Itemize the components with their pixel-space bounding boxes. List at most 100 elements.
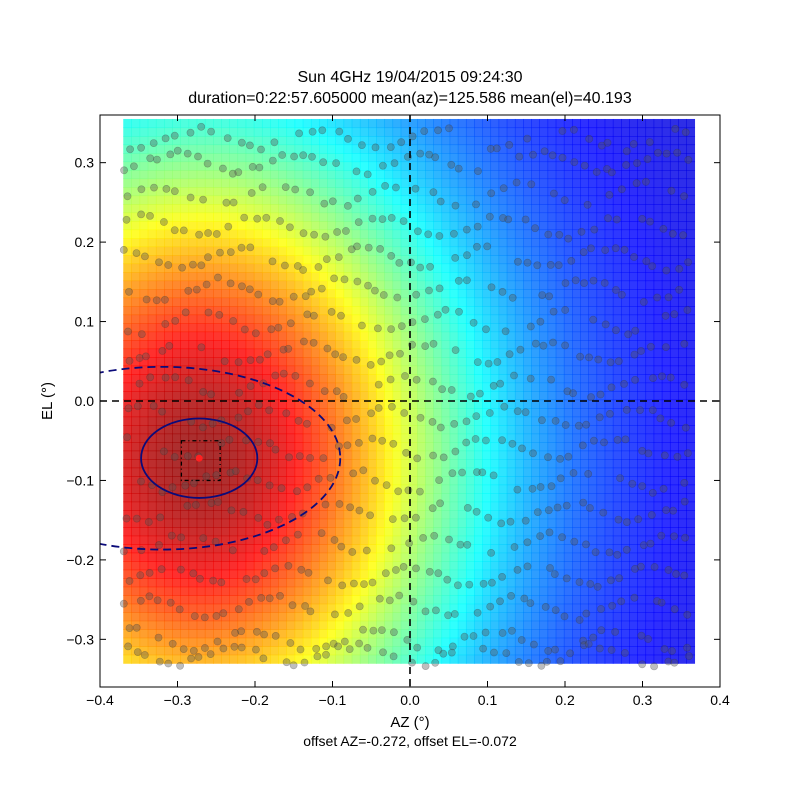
heatmap-cell — [123, 552, 133, 562]
heatmap-cell — [278, 535, 288, 545]
heatmap-cell — [294, 561, 304, 571]
heatmap-cell — [351, 246, 361, 256]
heatmap-cell — [400, 144, 410, 154]
heatmap-cell — [400, 527, 410, 537]
heatmap-cell — [531, 255, 540, 265]
heatmap-cell — [482, 535, 492, 545]
heatmap-cell — [400, 229, 410, 239]
heatmap-cell — [637, 144, 647, 154]
scan-point — [435, 284, 444, 293]
heatmap-cell — [384, 255, 394, 265]
heatmap-cell — [425, 169, 434, 180]
heatmap-cell — [368, 374, 377, 384]
heatmap-cell — [359, 306, 369, 316]
heatmap-cell — [147, 561, 157, 571]
heatmap-cell — [278, 118, 288, 129]
heatmap-cell — [180, 654, 190, 664]
heatmap-cell — [343, 263, 353, 273]
heatmap-cell — [678, 212, 687, 222]
heatmap-cell — [221, 501, 230, 511]
heatmap-cell — [449, 501, 459, 511]
heatmap-cell — [368, 289, 377, 299]
heatmap-cell — [310, 518, 320, 528]
heatmap-cell — [131, 484, 141, 494]
heatmap-cell — [327, 433, 336, 443]
heatmap-cell — [523, 595, 532, 605]
scan-point — [526, 322, 535, 331]
heatmap-cell — [400, 603, 410, 613]
scan-point — [575, 421, 583, 430]
heatmap-cell — [392, 433, 402, 443]
heatmap-cell — [392, 195, 402, 205]
heatmap-cell — [425, 552, 434, 562]
heatmap-cell — [229, 221, 239, 231]
heatmap-cell — [563, 306, 573, 316]
heatmap-cell — [253, 646, 263, 656]
heatmap-cell — [547, 433, 557, 443]
scan-point — [170, 187, 179, 196]
heatmap-cell — [531, 646, 540, 656]
heatmap-cell — [294, 272, 304, 282]
heatmap-cell — [237, 331, 247, 341]
heatmap-cell — [286, 135, 296, 146]
heatmap-cell — [555, 229, 565, 239]
scan-point — [254, 437, 263, 446]
heatmap-cell — [506, 238, 516, 248]
heatmap-cell — [188, 314, 198, 324]
heatmap-cell — [270, 612, 279, 622]
heatmap-cell — [343, 620, 353, 630]
heatmap-cell — [245, 442, 255, 452]
heatmap-cell — [506, 484, 516, 494]
heatmap-cell — [270, 161, 279, 171]
heatmap-cell — [547, 238, 557, 248]
scan-point — [204, 253, 212, 262]
heatmap-cell — [408, 238, 418, 248]
heatmap-cell — [351, 144, 361, 154]
heatmap-cell — [164, 603, 173, 613]
heatmap-cell — [270, 603, 279, 613]
heatmap-cell — [661, 229, 671, 239]
heatmap-cell — [580, 195, 589, 205]
heatmap-cell — [302, 118, 312, 129]
heatmap-cell — [327, 246, 336, 256]
heatmap-cell — [531, 518, 540, 528]
heatmap-cell — [637, 357, 647, 367]
heatmap-cell — [359, 484, 369, 494]
heatmap-cell — [417, 459, 426, 469]
heatmap-cell — [523, 178, 532, 188]
heatmap-cell — [563, 552, 573, 562]
heatmap-cell — [408, 433, 418, 443]
heatmap-cell — [514, 263, 524, 273]
heatmap-cell — [531, 152, 540, 163]
heatmap-cell — [213, 272, 222, 282]
heatmap-cell — [637, 552, 647, 562]
heatmap-cell — [645, 238, 655, 248]
scan-point — [137, 185, 146, 194]
heatmap-cell — [572, 348, 581, 358]
heatmap-cell — [376, 629, 385, 639]
heatmap-cell — [368, 246, 377, 256]
heatmap-cell — [637, 135, 647, 146]
scan-point — [173, 146, 182, 155]
heatmap-cell — [506, 306, 516, 316]
heatmap-cell — [172, 476, 181, 486]
heatmap-cell — [531, 246, 540, 256]
heatmap-cell — [620, 255, 630, 265]
heatmap-cell — [172, 561, 181, 571]
heatmap-cell — [343, 459, 353, 469]
heatmap-cell — [196, 586, 206, 596]
heatmap-cell — [498, 501, 508, 511]
heatmap-cell — [245, 246, 255, 256]
heatmap-cell — [457, 646, 467, 656]
heatmap-cell — [408, 221, 418, 231]
heatmap-cell — [441, 629, 451, 639]
scan-point — [220, 357, 229, 366]
heatmap-cell — [572, 399, 581, 409]
heatmap-cell — [400, 654, 410, 664]
heatmap-cell — [604, 212, 614, 222]
heatmap-cell — [221, 118, 230, 129]
heatmap-cell — [612, 408, 622, 418]
heatmap-cell — [645, 603, 655, 613]
heatmap-cell — [392, 646, 402, 656]
heatmap-cell — [588, 408, 598, 418]
